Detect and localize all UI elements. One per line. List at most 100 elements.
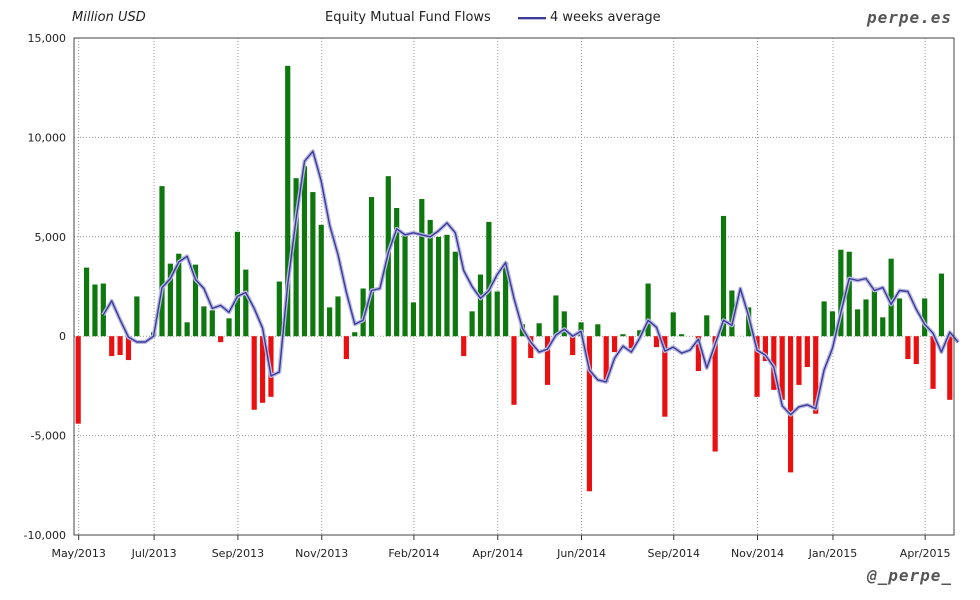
flow-bar — [318, 224, 324, 337]
flow-bar — [276, 281, 282, 337]
flow-bar — [779, 336, 785, 400]
flow-bar — [109, 336, 115, 357]
x-tick-label: Jul/2013 — [131, 547, 177, 560]
flow-bar — [947, 336, 953, 400]
flow-bar — [259, 336, 266, 403]
flow-bar — [159, 186, 165, 337]
chart-title: Equity Mutual Fund Flows — [325, 10, 491, 25]
flow-bar — [838, 249, 844, 337]
flow-bar — [218, 336, 224, 343]
flow-bar — [469, 311, 475, 337]
flow-bar — [327, 307, 333, 337]
flow-bar — [653, 336, 660, 348]
y-tick-label: 5,000 — [35, 231, 67, 244]
flow-bar — [528, 336, 534, 359]
flow-bar — [75, 336, 81, 424]
flow-bar — [888, 258, 894, 337]
flow-bar — [486, 221, 492, 337]
flow-bar — [611, 336, 618, 353]
flow-bar — [251, 336, 257, 410]
flow-bar — [913, 336, 919, 365]
flow-bar — [729, 290, 735, 337]
x-tick-label: Nov/2014 — [731, 547, 784, 560]
flow-bar — [444, 234, 450, 337]
flow-bar — [846, 251, 852, 337]
flow-bar — [494, 291, 500, 337]
flow-bar — [192, 264, 199, 337]
flow-bar — [896, 298, 903, 337]
flow-bar — [83, 267, 90, 337]
flow-bar — [679, 334, 685, 337]
plot-frame — [73, 37, 955, 536]
legend: 4 weeks average — [518, 10, 661, 25]
flow-bar — [125, 336, 132, 361]
x-tick-label: May/2013 — [51, 547, 105, 560]
flow-bar — [821, 301, 827, 337]
x-tick-label: Jun/2014 — [556, 547, 606, 560]
x-tick-label: Apr/2015 — [900, 547, 951, 560]
flow-bar — [880, 317, 886, 337]
twitter-handle: @_perpe_ — [866, 566, 952, 585]
flow-bar — [243, 269, 249, 337]
x-tick-label: Sep/2014 — [648, 547, 700, 560]
flow-bar — [620, 334, 626, 337]
flow-bar — [394, 207, 400, 337]
flow-bar — [209, 310, 215, 337]
flow-bar — [712, 336, 718, 452]
flow-bar — [452, 251, 458, 337]
flow-bar — [762, 336, 769, 362]
flow-bar — [829, 311, 836, 337]
flow-bar — [234, 231, 241, 337]
flow-bar — [285, 65, 291, 337]
flow-bar — [922, 298, 928, 337]
flow-bar — [771, 336, 777, 390]
flow-bar — [360, 288, 366, 337]
flow-bar — [352, 332, 358, 337]
flow-bar — [561, 311, 567, 337]
flow-bar — [92, 284, 98, 337]
x-axis: May/2013 Jul/2013 Sep/2013 Nov/2013 Feb/2014… — [51, 535, 951, 560]
flow-bar — [343, 336, 349, 360]
average-line — [101, 149, 960, 417]
flow-bar — [553, 295, 559, 337]
flow-bar — [134, 296, 140, 337]
gridlines — [74, 37, 954, 536]
flow-bars — [75, 65, 953, 492]
flow-bar — [670, 312, 676, 337]
x-tick-label: Jan/2015 — [808, 547, 858, 560]
flow-bar — [905, 336, 911, 360]
y-tick-label: 0 — [59, 330, 66, 343]
flow-bar — [201, 306, 207, 337]
plot-border — [73, 37, 955, 536]
flow-bar — [813, 336, 819, 414]
legend-line-swatch — [518, 16, 546, 19]
brand-logo-text: perpe.es — [866, 8, 952, 27]
flow-bar — [863, 299, 869, 337]
flow-bar — [461, 336, 467, 357]
flow-bar — [335, 296, 341, 337]
flow-bar — [310, 192, 316, 337]
flow-bar — [796, 336, 802, 385]
flow-bar — [402, 232, 408, 337]
flow-bar — [645, 283, 651, 337]
flow-bar — [511, 336, 517, 405]
flow-bar — [226, 318, 232, 337]
flow-bar — [637, 330, 643, 337]
flow-bar — [117, 336, 123, 356]
flow-bar — [787, 336, 794, 473]
flow-bar — [804, 336, 810, 368]
flow-bar — [410, 302, 417, 337]
flow-bar — [368, 197, 375, 337]
legend-label: 4 weeks average — [550, 10, 661, 25]
flow-bar — [570, 336, 576, 356]
x-tick-label: Apr/2014 — [472, 547, 523, 560]
flow-bar — [720, 215, 727, 337]
flow-bar — [301, 166, 308, 337]
x-tick-label: Nov/2013 — [295, 547, 348, 560]
y-tick-label: -10,000 — [24, 529, 66, 542]
flow-bar — [293, 178, 299, 337]
flow-bar — [871, 287, 877, 337]
flow-bar — [477, 274, 484, 337]
y-axis: 15,000 10,000 5,000 0 -5,000 -10,000 — [24, 32, 66, 542]
